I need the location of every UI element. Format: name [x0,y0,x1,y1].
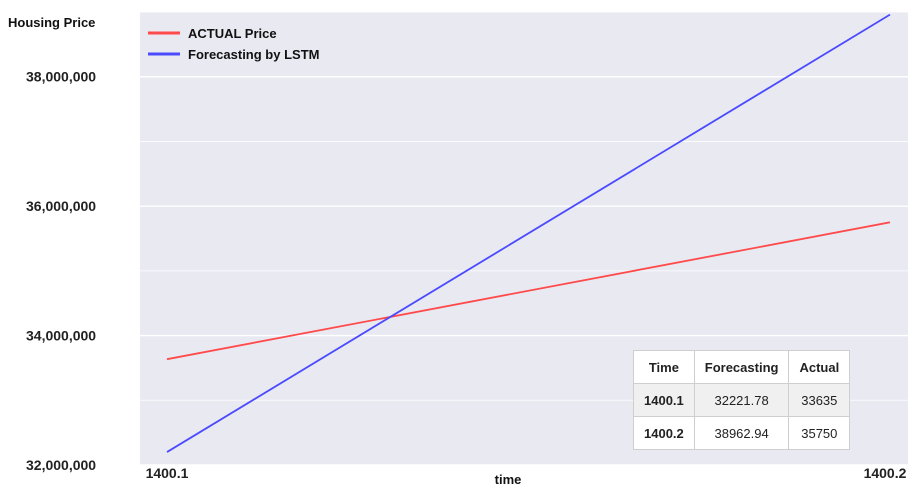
grid [140,11,908,466]
table-cell-forecasting: 38962.94 [693,416,790,450]
legend-label: ACTUAL Price [188,26,277,41]
table-row: 1400.1 32221.78 33635 [633,383,851,417]
x-tick-label: 1400.1 [146,465,189,481]
y-tick-labels: 32,000,000 34,000,000 36,000,000 38,000,000 [26,69,96,473]
table-header-row: Time Forecasting Actual [633,350,851,384]
y-tick-label: 32,000,000 [26,457,96,473]
x-tick-label: 1400.2 [864,465,907,481]
table-cell-actual: 35750 [788,416,851,450]
data-table: Time Forecasting Actual 1400.1 32221.78 … [633,350,851,450]
y-tick-label: 34,000,000 [26,328,96,344]
table-header-actual: Actual [788,350,851,384]
legend: ACTUAL Price Forecasting by LSTM [148,26,319,62]
table-row: 1400.2 38962.94 35750 [633,416,851,450]
table-cell-time: 1400.2 [633,416,695,450]
x-axis-title: time [495,472,522,486]
series-line-forecasting-lstm [166,13,891,453]
series-lines [166,13,891,453]
legend-label: Forecasting by LSTM [188,47,319,62]
y-axis-title: Housing Price [8,15,95,30]
table-cell-time: 1400.1 [633,383,695,417]
table-header-forecasting: Forecasting [693,350,790,384]
x-tick-labels: 1400.1 1400.2 [146,465,907,481]
table-cell-forecasting: 32221.78 [693,383,790,417]
table-header-time: Time [633,350,695,384]
y-tick-label: 38,000,000 [26,69,96,85]
y-tick-label: 36,000,000 [26,198,96,214]
table-cell-actual: 33635 [788,383,851,417]
series-line-actual-price [166,221,891,361]
